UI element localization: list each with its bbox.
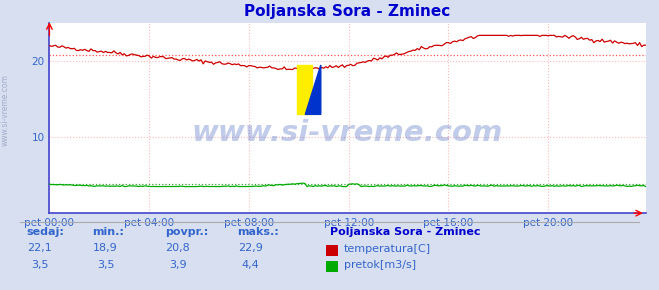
Text: Poljanska Sora - Zminec: Poljanska Sora - Zminec (330, 227, 480, 237)
Text: 22,1: 22,1 (27, 243, 52, 253)
Text: sedaj:: sedaj: (26, 227, 64, 237)
Text: 22,9: 22,9 (238, 243, 263, 253)
Text: www.si-vreme.com: www.si-vreme.com (192, 119, 503, 147)
Text: pretok[m3/s]: pretok[m3/s] (344, 260, 416, 270)
Polygon shape (305, 65, 321, 114)
Title: Poljanska Sora - Zminec: Poljanska Sora - Zminec (244, 4, 451, 19)
Text: 3,5: 3,5 (31, 260, 48, 270)
Polygon shape (297, 65, 312, 114)
Text: 4,4: 4,4 (242, 260, 259, 270)
Text: 3,9: 3,9 (169, 260, 186, 270)
Text: maks.:: maks.: (237, 227, 279, 237)
Text: povpr.:: povpr.: (165, 227, 208, 237)
Text: 18,9: 18,9 (93, 243, 118, 253)
Text: min.:: min.: (92, 227, 124, 237)
Text: temperatura[C]: temperatura[C] (344, 244, 431, 254)
Text: 20,8: 20,8 (165, 243, 190, 253)
Text: 3,5: 3,5 (97, 260, 114, 270)
Text: www.si-vreme.com: www.si-vreme.com (1, 74, 10, 146)
